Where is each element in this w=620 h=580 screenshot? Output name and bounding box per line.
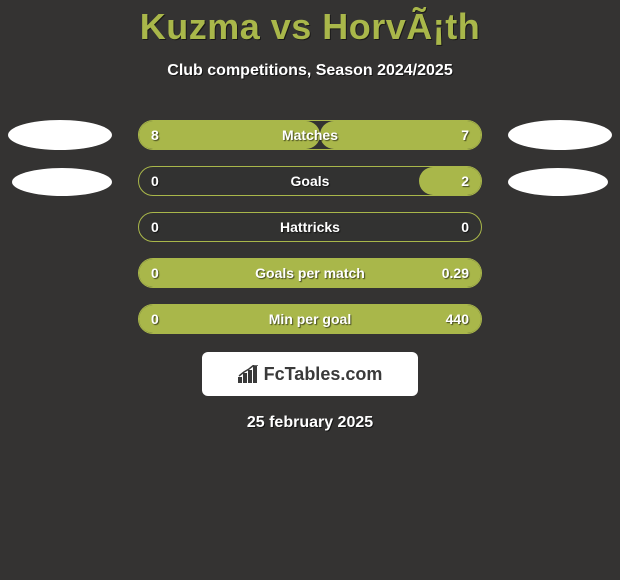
page-subtitle: Club competitions, Season 2024/2025	[0, 62, 620, 80]
spacer	[8, 304, 112, 334]
stat-bar-fill-right	[419, 167, 481, 195]
player-right-ellipse	[508, 120, 612, 150]
stat-row: 0Goals2	[0, 166, 620, 196]
logo: FcTables.com	[238, 364, 383, 385]
player-right-ellipse	[508, 168, 608, 196]
player-left-ellipse	[8, 120, 112, 150]
spacer	[8, 258, 112, 288]
stat-row: 0Hattricks0	[0, 212, 620, 242]
stat-bar: 0Goals2	[138, 166, 482, 196]
stat-bar: 0Goals per match0.29	[138, 258, 482, 288]
stat-bar: 0Min per goal440	[138, 304, 482, 334]
page-title: Kuzma vs HorvÃ¡th	[0, 6, 620, 48]
spacer	[8, 212, 112, 242]
spacer	[508, 258, 612, 288]
logo-text: FcTables.com	[264, 364, 383, 385]
stat-bar: 8Matches7	[138, 120, 482, 150]
stats-container: 8Matches70Goals20Hattricks00Goals per ma…	[0, 120, 620, 334]
stat-left-value: 0	[151, 167, 159, 195]
stat-label: Hattricks	[139, 213, 481, 241]
logo-box: FcTables.com	[202, 352, 418, 396]
stat-bar-fill-right	[139, 259, 481, 287]
stat-bar-fill-right	[320, 121, 481, 149]
player-left-ellipse	[12, 168, 112, 196]
stat-bar-fill-left	[139, 121, 320, 149]
bar-chart-icon	[238, 365, 260, 383]
spacer	[508, 304, 612, 334]
stat-row: 8Matches7	[0, 120, 620, 150]
stat-bar: 0Hattricks0	[138, 212, 482, 242]
stat-left-value: 0	[151, 213, 159, 241]
stat-right-value: 0	[461, 213, 469, 241]
spacer	[508, 212, 612, 242]
date-label: 25 february 2025	[0, 414, 620, 432]
stat-bar-fill-right	[139, 305, 481, 333]
stat-row: 0Min per goal440	[0, 304, 620, 334]
stat-row: 0Goals per match0.29	[0, 258, 620, 288]
